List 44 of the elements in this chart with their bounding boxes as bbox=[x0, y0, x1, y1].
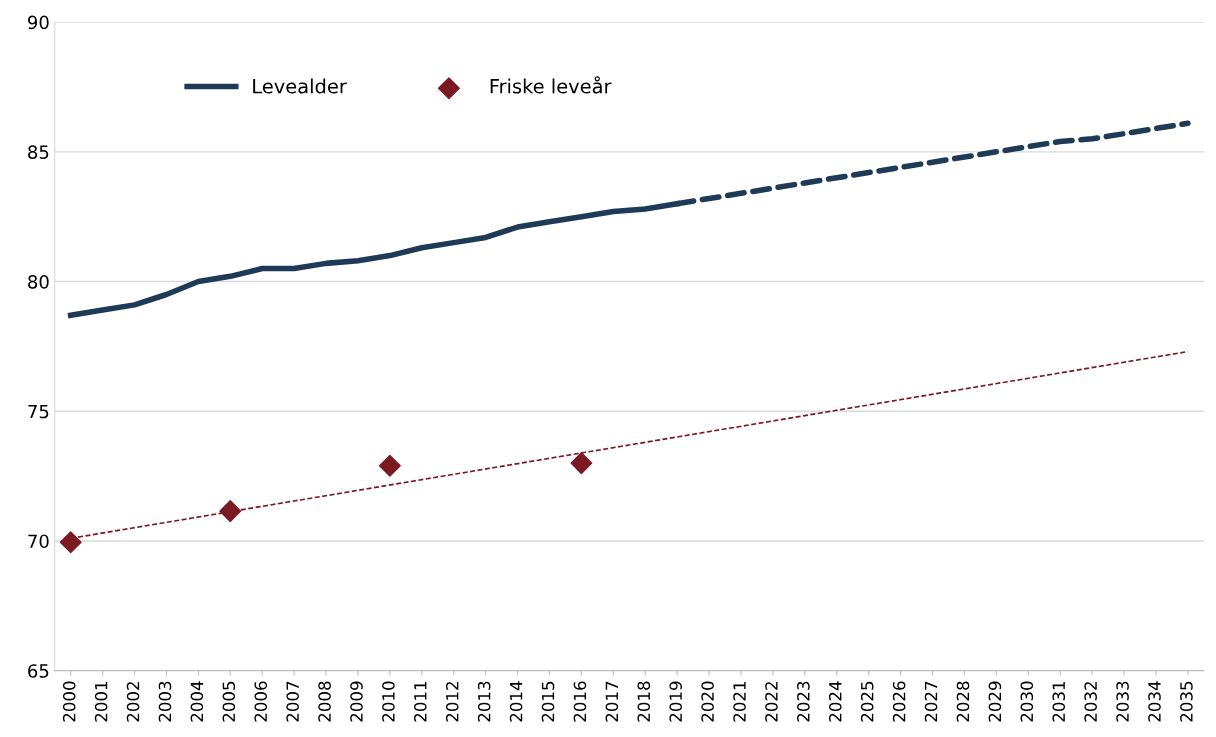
x-tick-label: 2006 bbox=[254, 681, 268, 722]
y-tick-label: 85 bbox=[28, 145, 49, 159]
x-tick-label: 2035 bbox=[1180, 681, 1193, 722]
x-tick-label: 2017 bbox=[605, 681, 619, 722]
x-tick-label: 2004 bbox=[190, 681, 204, 722]
x-tick-label: 2013 bbox=[477, 681, 491, 722]
y-tick-label: 75 bbox=[28, 404, 49, 419]
x-tick-label: 2016 bbox=[573, 681, 587, 722]
x-tick-label: 2027 bbox=[924, 681, 938, 722]
legend-label: Levealder bbox=[253, 78, 347, 94]
x-tick-label: 2023 bbox=[797, 681, 810, 722]
y-tick-label: 90 bbox=[28, 15, 49, 30]
x-tick-label: 2031 bbox=[1052, 681, 1066, 722]
x-tick-label: 2000 bbox=[62, 681, 76, 722]
y-tick-label: 80 bbox=[28, 274, 49, 289]
x-tick-label: 2011 bbox=[414, 681, 427, 722]
x-tick-label: 2022 bbox=[765, 682, 778, 722]
x-tick-label: 2012 bbox=[445, 682, 459, 722]
x-tick-label: 2029 bbox=[988, 681, 1002, 722]
legend-label: Friske leveår bbox=[490, 76, 612, 94]
y-tick-label: 70 bbox=[28, 534, 49, 549]
x-tick-label: 2020 bbox=[701, 681, 714, 722]
x-tick-label: 2002 bbox=[126, 682, 140, 722]
x-tick-label: 2032 bbox=[1084, 682, 1097, 722]
x-tick-label: 2026 bbox=[892, 681, 906, 722]
x-tick-label: 2009 bbox=[350, 681, 363, 722]
x-tick-label: 2008 bbox=[318, 681, 331, 722]
x-tick-label: 2034 bbox=[1148, 681, 1161, 722]
x-tick-label: 2001 bbox=[94, 681, 108, 722]
x-tick-label: 2010 bbox=[382, 681, 395, 722]
x-tick-label: 2028 bbox=[956, 681, 970, 722]
x-tick-label: 2003 bbox=[158, 681, 172, 722]
x-tick-label: 2024 bbox=[828, 681, 842, 722]
x-tick-label: 2005 bbox=[222, 681, 236, 722]
x-tick-label: 2018 bbox=[637, 681, 651, 722]
x-tick-label: 2019 bbox=[669, 681, 682, 722]
x-tick-label: 2030 bbox=[1020, 681, 1034, 722]
x-tick-label: 2014 bbox=[509, 681, 523, 722]
x-tick-label: 2007 bbox=[286, 681, 299, 722]
x-tick-label: 2015 bbox=[541, 681, 555, 722]
y-tick-label: 65 bbox=[28, 664, 49, 678]
x-tick-label: 2025 bbox=[860, 681, 874, 722]
x-tick-label: 2033 bbox=[1116, 681, 1129, 722]
x-tick-label: 2021 bbox=[733, 681, 746, 722]
